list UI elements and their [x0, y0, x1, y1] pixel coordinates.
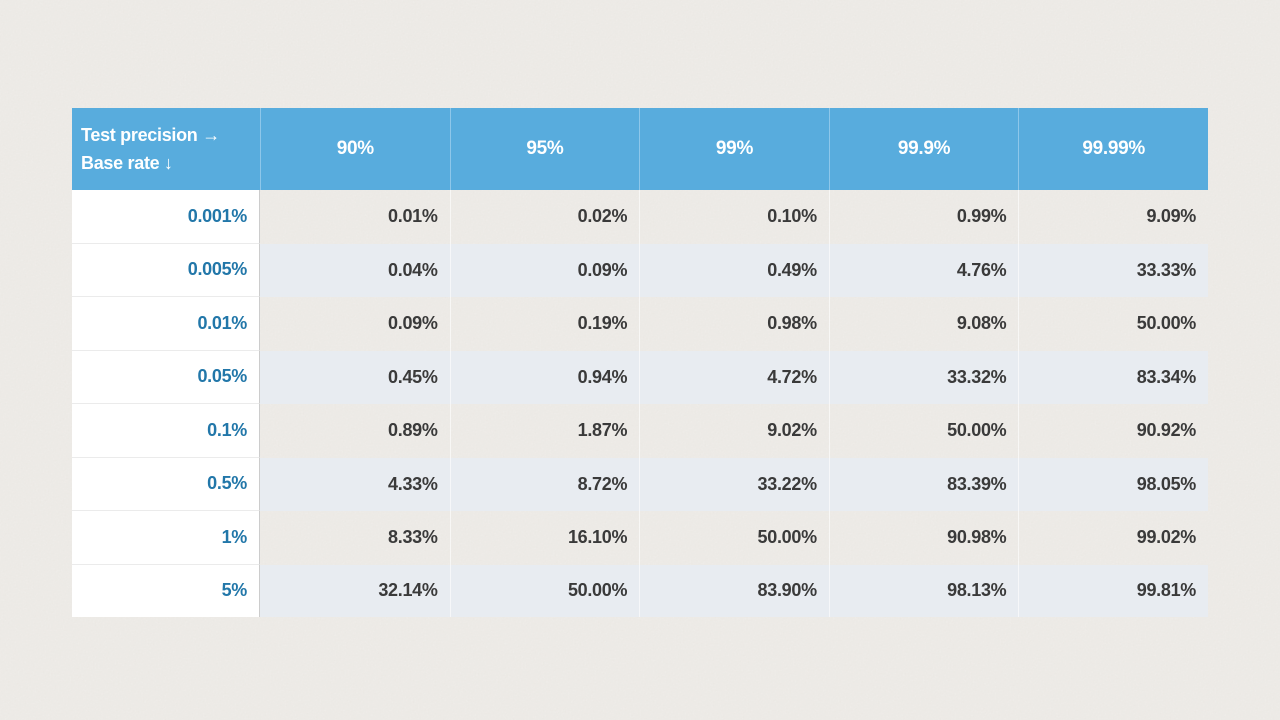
data-cell: 99.02% [1018, 511, 1208, 565]
data-cell: 9.02% [639, 404, 829, 458]
data-cell: 90.92% [1018, 404, 1208, 458]
column-header: 99.99% [1018, 108, 1208, 190]
slide-content: Test precision → Base rate ↓ 90% 95% 99%… [72, 108, 1208, 617]
row-label: 0.005% [72, 243, 260, 297]
row-label: 5% [72, 564, 260, 617]
data-cell: 83.34% [1018, 350, 1208, 404]
table-row: 0.001% 0.01% 0.02% 0.10% 0.99% 9.09% [72, 190, 1208, 244]
row-label: 1% [72, 511, 260, 565]
data-cell: 50.00% [639, 511, 829, 565]
data-cell: 9.08% [828, 297, 1019, 351]
data-cell: 0.02% [449, 190, 640, 244]
row-label: 0.1% [72, 404, 260, 458]
corner-header-line1: Test precision → [81, 125, 220, 145]
data-cell: 33.22% [639, 457, 829, 511]
data-cell: 8.72% [449, 457, 640, 511]
data-cell: 4.33% [260, 457, 450, 511]
table-row: 0.1% 0.89% 1.87% 9.02% 50.00% 90.92% [72, 404, 1208, 458]
column-header: 99.9% [828, 108, 1019, 190]
data-cell: 0.19% [449, 297, 640, 351]
data-cell: 0.99% [828, 190, 1019, 244]
column-header: 95% [449, 108, 640, 190]
data-cell: 0.45% [260, 350, 450, 404]
data-cell: 50.00% [449, 564, 640, 617]
data-cell: 0.94% [449, 350, 640, 404]
table-row: 0.01% 0.09% 0.19% 0.98% 9.08% 50.00% [72, 297, 1208, 351]
data-cell: 99.81% [1018, 564, 1208, 617]
data-cell: 0.49% [639, 243, 829, 297]
data-cell: 0.09% [449, 243, 640, 297]
table-row: 5% 32.14% 50.00% 83.90% 98.13% 99.81% [72, 564, 1208, 617]
data-cell: 0.10% [639, 190, 829, 244]
table-body: 0.001% 0.01% 0.02% 0.10% 0.99% 9.09% 0.0… [72, 190, 1208, 617]
data-cell: 33.33% [1018, 243, 1208, 297]
data-cell: 0.09% [388, 313, 438, 334]
data-cell: 32.14% [260, 564, 450, 617]
table-row: 0.005% 0.04% 0.09% 0.49% 4.76% 33.33% [72, 243, 1208, 297]
header-row: Test precision → Base rate ↓ 90% 95% 99%… [72, 108, 1208, 190]
corner-header-line2: Base rate ↓ [81, 153, 173, 173]
row-label: 0.001% [72, 190, 260, 244]
data-cell: 9.09% [1018, 190, 1208, 244]
data-cell: 33.32% [828, 350, 1019, 404]
table-row: 1% 8.33% 16.10% 50.00% 90.98% 99.02% [72, 511, 1208, 565]
data-cell: 50.00% [1018, 297, 1208, 351]
data-cell: 0.04% [260, 243, 450, 297]
data-cell: 83.90% [639, 564, 829, 617]
data-cell: 90.98% [828, 511, 1019, 565]
data-cell: 1.87% [449, 404, 640, 458]
data-cell: 0.89% [388, 420, 438, 441]
data-cell: 8.33% [388, 527, 438, 548]
table-row: 0.05% 0.45% 0.94% 4.72% 33.32% 83.34% [72, 350, 1208, 404]
row-label: 0.05% [72, 350, 260, 404]
data-cell: 16.10% [449, 511, 640, 565]
column-header: 90% [260, 108, 450, 190]
precision-base-rate-table: Test precision → Base rate ↓ 90% 95% 99%… [72, 108, 1208, 617]
row-label: 0.01% [72, 297, 260, 351]
column-header: 99% [639, 108, 829, 190]
data-cell: 98.13% [828, 564, 1019, 617]
data-cell: 4.72% [639, 350, 829, 404]
data-cell: 50.00% [828, 404, 1019, 458]
data-cell: 83.39% [828, 457, 1019, 511]
row-label: 0.5% [72, 457, 260, 511]
data-cell: 98.05% [1018, 457, 1208, 511]
table-row: 0.5% 4.33% 8.72% 33.22% 83.39% 98.05% [72, 457, 1208, 511]
data-cell: 0.01% [388, 206, 438, 227]
table-header: Test precision → Base rate ↓ 90% 95% 99%… [72, 108, 1208, 190]
data-cell: 4.76% [828, 243, 1019, 297]
corner-header: Test precision → Base rate ↓ [72, 108, 260, 190]
data-cell: 0.98% [639, 297, 829, 351]
